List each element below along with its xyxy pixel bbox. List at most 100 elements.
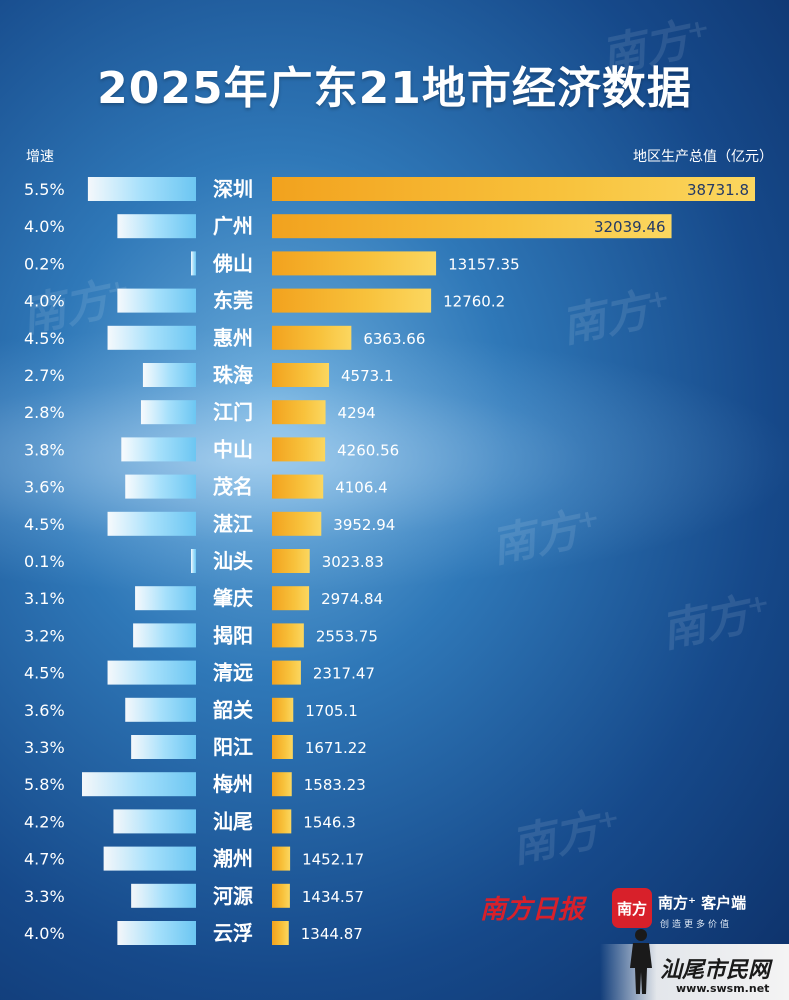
city-label: 阳江 (213, 735, 253, 759)
nanfang-app-name: 南方⁺ 客户端 (658, 894, 747, 912)
gdp-bar (272, 883, 290, 908)
growth-label: 4.7% (24, 850, 65, 869)
city-label: 揭阳 (213, 623, 253, 647)
gdp-bar (272, 251, 437, 276)
growth-bar (191, 251, 196, 276)
gdp-bar (272, 325, 352, 350)
gdp-value-label: 1705.1 (305, 702, 358, 720)
growth-label: 0.1% (24, 552, 65, 571)
city-label: 深圳 (213, 177, 253, 201)
city-label: 韶关 (213, 698, 253, 722)
nanfang-daily-logo: 南方日报 (480, 895, 585, 925)
gdp-value-label: 1344.87 (301, 925, 363, 943)
city-label: 梅州 (213, 772, 253, 796)
growth-bar (142, 363, 196, 387)
growth-label: 5.5% (24, 180, 65, 199)
gdp-bar (272, 586, 310, 611)
gdp-value-label: 38731.8 (687, 181, 749, 199)
growth-header: 增速 (26, 149, 54, 165)
growth-bar (113, 809, 196, 834)
growth-bar (117, 214, 196, 239)
gdp-value-label: 2553.75 (316, 627, 378, 645)
growth-bar (191, 549, 196, 573)
city-label: 佛山 (212, 251, 253, 275)
growth-bar (107, 325, 196, 350)
gdp-bar (272, 772, 292, 797)
person-silhouette-icon (630, 929, 652, 994)
gdp-bar (272, 214, 672, 239)
gdp-bar (272, 735, 293, 759)
gdp-value-label: 2974.84 (321, 590, 383, 608)
growth-label: 4.5% (24, 515, 65, 534)
growth-bar (103, 846, 196, 871)
growth-bar (131, 883, 196, 908)
growth-bar (133, 623, 196, 648)
city-label: 湛江 (213, 512, 253, 536)
city-label: 中山 (213, 437, 253, 461)
gdp-bar (272, 921, 289, 945)
gdp-value-label: 13157.35 (448, 255, 520, 273)
gdp-bar (272, 288, 432, 313)
city-label: 清远 (213, 661, 253, 685)
site-logo: 汕尾市民网 (660, 957, 771, 983)
growth-bar (87, 177, 196, 201)
gdp-bar (272, 660, 301, 685)
growth-label: 3.6% (24, 478, 65, 497)
growth-bar (135, 586, 196, 611)
growth-label: 4.2% (24, 812, 65, 831)
growth-label: 0.2% (24, 254, 65, 273)
city-label: 江门 (213, 400, 253, 424)
gdp-bar (272, 809, 292, 834)
growth-bar (131, 735, 196, 759)
growth-label: 3.8% (24, 440, 65, 459)
site-url: www.swsm.net (676, 982, 770, 995)
gdp-bar (272, 363, 330, 387)
gdp-value-label: 12760.2 (443, 293, 505, 311)
gdp-value-label: 4573.1 (341, 367, 394, 385)
growth-label: 2.7% (24, 366, 65, 385)
gdp-value-label: 4106.4 (335, 479, 388, 497)
gdp-value-label: 6363.66 (363, 330, 425, 348)
city-label: 惠州 (213, 326, 253, 350)
gdp-bar (272, 697, 294, 722)
gdp-bar (272, 846, 291, 871)
growth-label: 4.5% (24, 329, 65, 348)
gdp-value-label: 1452.17 (302, 851, 364, 869)
growth-label: 3.3% (24, 887, 65, 906)
growth-bar (125, 697, 196, 722)
growth-bar (140, 400, 196, 425)
gdp-bar (272, 511, 322, 536)
bar-chart: 5.5% 深圳 38731.8 4.0% 广州 32039.46 0.2% 佛山 13157.3… (24, 177, 755, 945)
chart-title: 2025年广东21地市经济数据 (97, 63, 692, 114)
city-label: 汕尾 (213, 809, 253, 833)
city-label: 东莞 (213, 289, 253, 313)
city-label: 潮州 (213, 847, 253, 871)
gdp-bar (272, 474, 324, 499)
growth-bar (121, 437, 196, 462)
gdp-value-label: 1546.3 (303, 813, 356, 831)
growth-bar (82, 772, 196, 797)
gdp-value-label: 3023.83 (322, 553, 384, 571)
gdp-value-label: 1434.57 (302, 888, 364, 906)
gdp-value-label: 2317.47 (313, 665, 375, 683)
growth-bar (117, 288, 196, 313)
growth-bar (117, 921, 196, 945)
city-label: 汕头 (213, 549, 253, 573)
city-label: 珠海 (213, 363, 253, 387)
growth-label: 4.0% (24, 292, 65, 311)
gdp-bar (272, 177, 755, 201)
growth-bar (107, 660, 196, 685)
gdp-value-label: 4260.56 (337, 441, 399, 459)
growth-label: 4.0% (24, 217, 65, 236)
gdp-bar (272, 437, 326, 462)
gdp-value-label: 3952.94 (333, 516, 395, 534)
growth-label: 4.5% (24, 664, 65, 683)
growth-bar (125, 474, 196, 499)
gdp-bar (272, 400, 326, 425)
city-label: 河源 (213, 884, 253, 908)
growth-label: 4.0% (24, 924, 65, 943)
growth-bar (107, 511, 196, 536)
gdp-value-label: 1583.23 (304, 776, 366, 794)
city-label: 肇庆 (213, 586, 253, 610)
nanfang-app-slogan: 创造更多价值 (660, 920, 733, 930)
